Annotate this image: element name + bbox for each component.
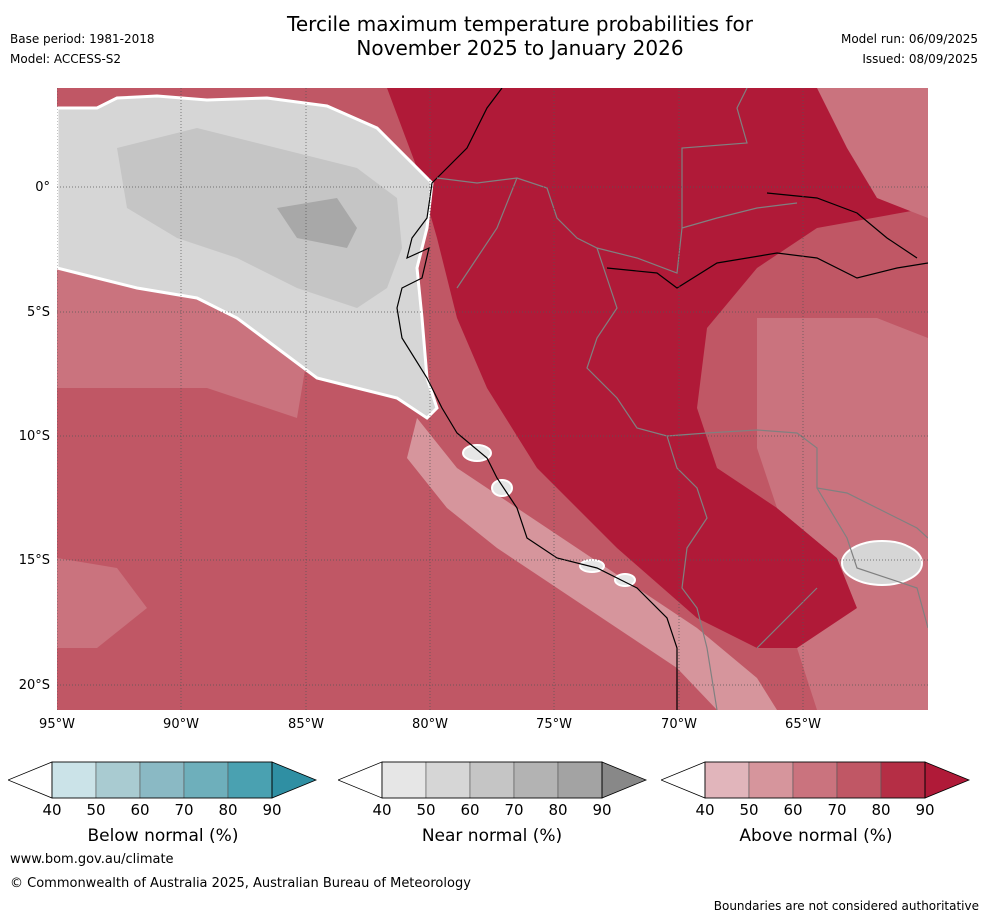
- colorbar-tick-label: 40: [372, 801, 392, 819]
- title-line-1: Tercile maximum temperature probabilitie…: [287, 12, 753, 36]
- colorbar-segment: [880, 761, 926, 799]
- colorbar-right-extension: [271, 761, 318, 799]
- meta-left: Base period: 1981-2018 Model: ACCESS-S2: [10, 29, 155, 69]
- colorbar-near-normal: [338, 761, 648, 799]
- near-normal-patch-coast-4: [614, 573, 636, 587]
- colorbar-above-title: Above normal (%): [739, 826, 893, 846]
- colorbar-below-title: Below normal (%): [87, 826, 239, 846]
- lon-label-75w: 75°W: [536, 717, 572, 732]
- graticule: [57, 88, 928, 710]
- colorbar-segment: [748, 761, 794, 799]
- issued-date: Issued: 08/09/2025: [862, 52, 978, 66]
- colorbar-segment: [836, 761, 882, 799]
- country-borders: [436, 88, 928, 710]
- colorbar-above-normal: [661, 761, 971, 799]
- colorbar-segment: [95, 761, 141, 799]
- contour-above-80-inland: [387, 88, 928, 648]
- colorbar-segment: [227, 761, 273, 799]
- colorbar-segment: [557, 761, 603, 799]
- colorbar-left-extension: [8, 761, 53, 799]
- colorbar-outline: [381, 761, 603, 799]
- probability-map: [57, 88, 928, 710]
- lon-label-95w: 95°W: [39, 717, 75, 732]
- near-normal-patch-southeast: [841, 540, 923, 586]
- colorbar-tick-label: 60: [460, 801, 480, 819]
- colorbar-below-normal: [8, 761, 318, 799]
- coastline: [396, 88, 678, 710]
- lat-label-20s: 20°S: [18, 678, 50, 693]
- colorbar-tick-label: 70: [827, 801, 847, 819]
- colorbar-tick-label: 80: [218, 801, 238, 819]
- colorbar-segment: [183, 761, 229, 799]
- colorbar-tick-label: 50: [416, 801, 436, 819]
- colorbar-right-extension: [924, 761, 971, 799]
- colorbar-outline: [704, 761, 926, 799]
- boundaries-disclaimer: Boundaries are not considered authoritat…: [713, 899, 979, 913]
- title-line-2: November 2025 to January 2026: [356, 36, 684, 60]
- contour-above-southeast: [757, 318, 928, 710]
- contour-above-northeast: [817, 88, 928, 218]
- colorbar-tick-label: 60: [783, 801, 803, 819]
- colorbar-outline: [51, 761, 273, 799]
- colorbar-segment: [139, 761, 185, 799]
- colorbar-near-title: Near normal (%): [421, 826, 563, 846]
- base-period: Base period: 1981-2018: [10, 32, 155, 46]
- map-title: Tercile maximum temperature probabilitie…: [0, 12, 988, 60]
- colorbar-segment: [425, 761, 471, 799]
- lat-label-0: 0°: [35, 180, 50, 195]
- colorbar-segment: [51, 761, 97, 799]
- colorbar-segment: [381, 761, 427, 799]
- near-normal-patch-coast-2: [491, 479, 513, 497]
- colorbar-segment: [792, 761, 838, 799]
- colorbar-segment: [704, 761, 750, 799]
- model-run: Model run: 06/09/2025: [840, 32, 978, 46]
- amazon-river-north: [766, 192, 918, 259]
- near-normal-patch-coast-1: [462, 444, 492, 462]
- lat-label-15s: 15°S: [18, 553, 50, 568]
- colorbar-tick-label: 80: [548, 801, 568, 819]
- colorbar-tick-label: 50: [86, 801, 106, 819]
- contour-above-50-southwest-2: [57, 558, 147, 648]
- model-name: Model: ACCESS-S2: [10, 52, 122, 66]
- colorbar-tick-label: 40: [695, 801, 715, 819]
- colorbar-right-extension: [601, 761, 648, 799]
- colorbar-tick-label: 90: [915, 801, 935, 819]
- lat-label-5s: 5°S: [26, 305, 50, 320]
- lon-label-70w: 70°W: [661, 717, 697, 732]
- colorbar-segment: [469, 761, 515, 799]
- colorbar-tick-label: 90: [592, 801, 612, 819]
- lon-label-65w: 65°W: [785, 717, 821, 732]
- colorbar-tick-label: 50: [739, 801, 759, 819]
- colorbar-left-extension: [338, 761, 383, 799]
- colorbar-segment: [513, 761, 559, 799]
- contour-near-normal-inner: [117, 128, 402, 308]
- colorbar-tick-label: 40: [42, 801, 62, 819]
- colorbar-tick-label: 70: [174, 801, 194, 819]
- contour-near-normal-core: [277, 198, 357, 248]
- colorbar-left-extension: [661, 761, 706, 799]
- website-link[interactable]: www.bom.gov.au/climate: [10, 852, 174, 867]
- meta-right: Model run: 06/09/2025 Issued: 08/09/2025: [841, 29, 978, 69]
- colorbar-tick-label: 70: [504, 801, 524, 819]
- colorbar-tick-label: 60: [130, 801, 150, 819]
- colorbar-tick-label: 90: [262, 801, 282, 819]
- copyright: © Commonwealth of Australia 2025, Austra…: [10, 876, 471, 891]
- lon-label-80w: 80°W: [412, 717, 448, 732]
- amazon-river: [606, 252, 928, 289]
- colorbar-tick-label: 80: [871, 801, 891, 819]
- lon-label-90w: 90°W: [163, 717, 199, 732]
- lon-label-85w: 85°W: [288, 717, 324, 732]
- lat-label-10s: 10°S: [18, 429, 50, 444]
